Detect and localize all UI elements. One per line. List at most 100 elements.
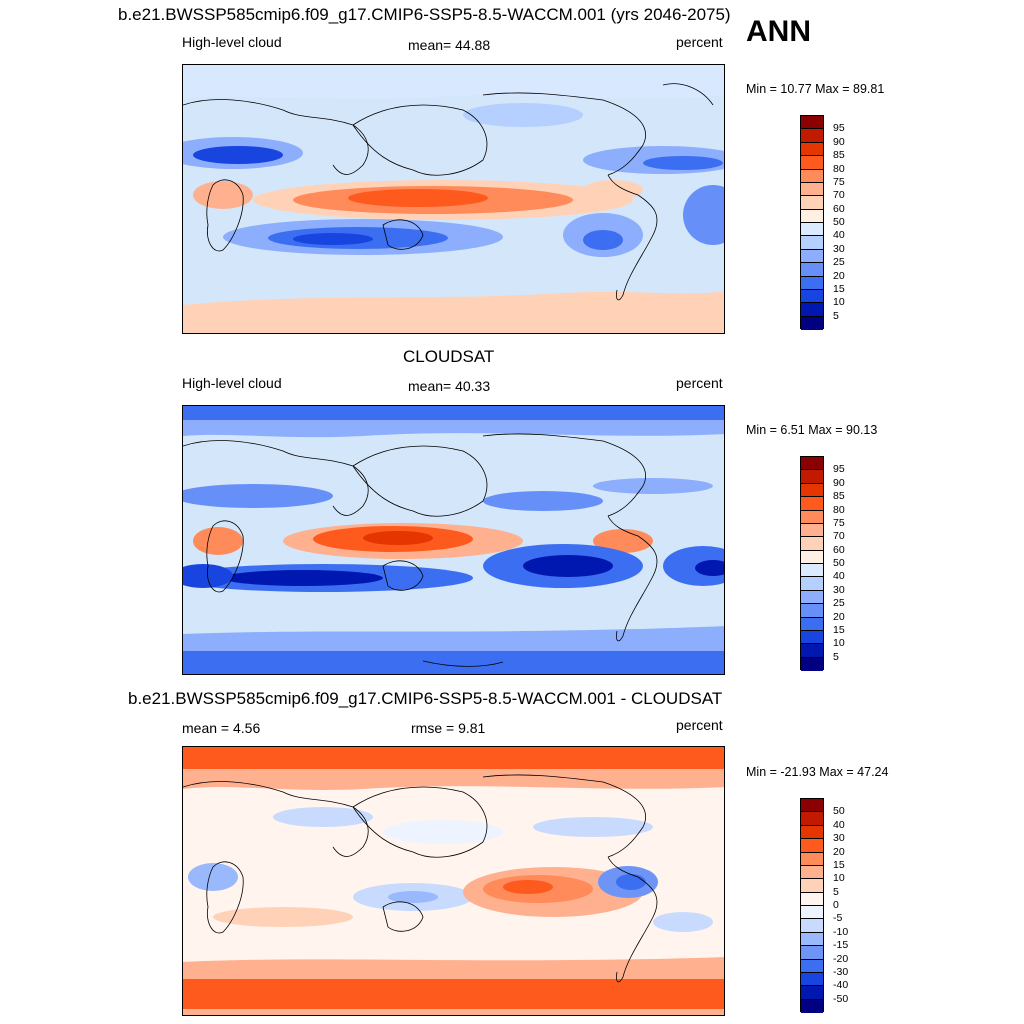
colorbar-tick-label: 5	[833, 650, 839, 663]
colorbar-tick-label: 95	[833, 122, 845, 135]
colorbar-segment	[801, 470, 823, 484]
panel2-variable-label: High-level cloud	[182, 375, 282, 391]
colorbar-segment	[801, 839, 823, 853]
panel3-rmse-label: rmse = 9.81	[411, 720, 486, 736]
colorbar-tick-label: 50	[833, 557, 845, 569]
panel2-units-label: percent	[676, 375, 723, 391]
colorbar-segment	[801, 879, 823, 893]
colorbar-segment	[801, 946, 823, 960]
colorbar-tick-label: -40	[833, 979, 849, 992]
colorbar-segment	[801, 577, 823, 591]
colorbar-segment	[801, 129, 823, 143]
panel2-colorbar	[800, 456, 824, 671]
colorbar-tick-label: 70	[833, 189, 845, 202]
colorbar-segment	[801, 590, 823, 605]
colorbar-tick-label: 40	[833, 818, 845, 831]
colorbar-tick-label: 10	[833, 872, 845, 885]
colorbar-segment	[801, 116, 823, 130]
colorbar-tick-label: 50	[833, 216, 845, 228]
panel1-title: b.e21.BWSSP585cmip6.f09_g17.CMIP6-SSP5-8…	[118, 5, 731, 24]
colorbar-segment	[801, 825, 823, 840]
colorbar-tick-label: -10	[833, 925, 849, 938]
colorbar-segment	[801, 644, 823, 658]
colorbar-tick-label: -20	[833, 952, 849, 965]
panel2-mean-label: mean= 40.33	[408, 378, 491, 394]
colorbar-tick-label: -15	[833, 939, 849, 952]
colorbar-segment	[801, 483, 823, 498]
colorbar-tick-label: 75	[833, 516, 845, 529]
colorbar-segment	[801, 630, 823, 645]
panel3-colorbar	[800, 798, 824, 1013]
colorbar-tick-label: 10	[833, 637, 845, 650]
colorbar-segment	[801, 196, 823, 210]
colorbar-tick-label: -5	[833, 912, 843, 925]
colorbar-segment	[801, 657, 823, 671]
colorbar-segment	[801, 919, 823, 933]
colorbar-segment	[801, 617, 823, 631]
colorbar-segment	[801, 550, 823, 564]
colorbar-tick-label: 90	[833, 476, 845, 489]
colorbar-tick-label: 0	[833, 899, 839, 911]
colorbar-segment	[801, 959, 823, 973]
colorbar-tick-label: 95	[833, 463, 845, 476]
colorbar-tick-label: 30	[833, 832, 845, 845]
colorbar-segment	[801, 865, 823, 880]
colorbar-tick-label: 50	[833, 805, 845, 818]
colorbar-segment	[801, 812, 823, 826]
colorbar-tick-label: 60	[833, 202, 845, 215]
colorbar-tick-label: 20	[833, 845, 845, 858]
colorbar-segment	[801, 510, 823, 524]
colorbar-tick-label: 80	[833, 162, 845, 175]
colorbar-segment	[801, 236, 823, 250]
colorbar-segment	[801, 986, 823, 1000]
colorbar-segment	[801, 316, 823, 330]
colorbar-segment	[801, 156, 823, 170]
colorbar-segment	[801, 906, 823, 920]
panel2-title: CLOUDSAT	[403, 347, 495, 366]
panel3-minmax: Min = -21.93 Max = 47.24	[746, 765, 889, 779]
colorbar-segment	[801, 249, 823, 264]
colorbar-tick-label: 60	[833, 543, 845, 556]
colorbar-tick-label: 80	[833, 503, 845, 516]
colorbar-segment	[801, 182, 823, 197]
colorbar-tick-label: -30	[833, 965, 849, 978]
panel3-mean-label: mean = 4.56	[182, 720, 261, 736]
panel2-map	[182, 405, 725, 675]
colorbar-segment	[801, 852, 823, 866]
colorbar-segment	[801, 892, 823, 906]
colorbar-tick-label: 40	[833, 570, 845, 583]
colorbar-segment	[801, 169, 823, 183]
colorbar-tick-label: 10	[833, 296, 845, 309]
colorbar-tick-label: 90	[833, 135, 845, 148]
colorbar-tick-label: -50	[833, 992, 849, 1005]
colorbar-segment	[801, 223, 823, 237]
colorbar-tick-label: 25	[833, 597, 845, 610]
colorbar-tick-label: 15	[833, 623, 845, 636]
colorbar-tick-label: 85	[833, 149, 845, 162]
colorbar-segment	[801, 497, 823, 511]
colorbar-tick-label: 15	[833, 858, 845, 871]
colorbar-segment	[801, 303, 823, 317]
panel3-map	[182, 746, 725, 1016]
colorbar-segment	[801, 289, 823, 304]
colorbar-tick-label: 20	[833, 269, 845, 282]
colorbar-tick-label: 15	[833, 282, 845, 295]
colorbar-tick-label: 85	[833, 490, 845, 503]
colorbar-segment	[801, 932, 823, 947]
colorbar-tick-label: 40	[833, 229, 845, 242]
panel1-colorbar	[800, 115, 824, 330]
colorbar-segment	[801, 604, 823, 618]
colorbar-segment	[801, 799, 823, 813]
panel3-title: b.e21.BWSSP585cmip6.f09_g17.CMIP6-SSP5-8…	[128, 689, 723, 708]
colorbar-tick-label: 75	[833, 175, 845, 188]
colorbar-segment	[801, 523, 823, 538]
colorbar-tick-label: 30	[833, 242, 845, 255]
colorbar-segment	[801, 142, 823, 157]
colorbar-segment	[801, 564, 823, 578]
colorbar-tick-label: 70	[833, 530, 845, 543]
colorbar-segment	[801, 537, 823, 551]
panel1-minmax: Min = 10.77 Max = 89.81	[746, 82, 885, 96]
colorbar-segment	[801, 972, 823, 987]
panel2-minmax: Min = 6.51 Max = 90.13	[746, 423, 878, 437]
colorbar-tick-label: 5	[833, 885, 839, 898]
